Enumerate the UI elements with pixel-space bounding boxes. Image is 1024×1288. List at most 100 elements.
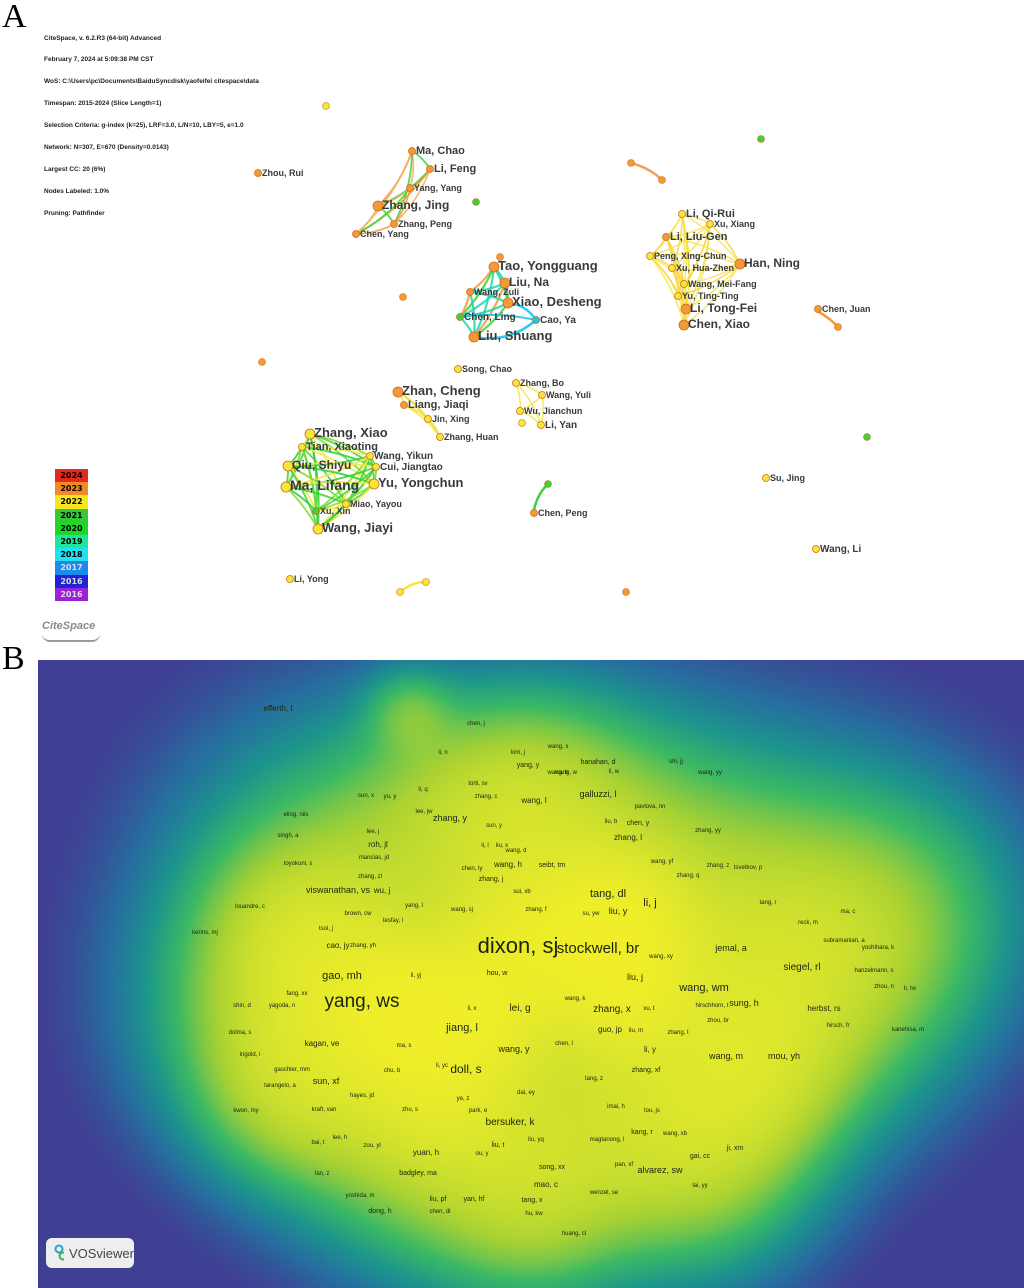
author-label: Song, Chao [462, 364, 512, 374]
author-node [456, 313, 464, 321]
author-density-label: wu, j [373, 886, 391, 895]
author-density-label: imai, h [607, 1104, 625, 1110]
author-density-label: guo, jp [598, 1025, 623, 1034]
author-label: Li, Feng [434, 163, 476, 175]
author-label: Zhan, Cheng [402, 383, 481, 398]
author-label: Xu, Xin [320, 506, 351, 516]
author-density-label: yagoda, n [269, 1003, 295, 1009]
legend-year-3: 2021 [55, 508, 88, 522]
author-density-label: dixon, sj [478, 933, 559, 958]
author-node [662, 233, 670, 241]
author-density-label: lee, jw [415, 809, 433, 815]
network-edge [287, 462, 377, 468]
author-density-label: wang, wm [678, 982, 729, 994]
author-density-label: fan, z [315, 1171, 330, 1177]
author-node [674, 292, 682, 300]
author-label: Yu, Ting-Ting [682, 291, 739, 301]
legend-year-9: 2016 [55, 587, 88, 601]
author-label: Cui, Jiangtao [380, 462, 443, 473]
author-label: Wang, Zuli [474, 287, 519, 297]
network-edge [285, 481, 375, 488]
legend-year-5: 2019 [55, 534, 88, 549]
meta-line: Network: N=307, E=670 (Density=0.0143) [44, 144, 169, 152]
author-node [762, 474, 770, 482]
author-density-label: gao, mh [322, 970, 362, 982]
author-density-label: shin, d [233, 1003, 251, 1009]
author-node [518, 419, 526, 427]
author-density-label: gaschler, mm [274, 1067, 310, 1073]
author-density-label: li, x [468, 1006, 477, 1012]
meta-line: Pruning: Pathfinder [44, 209, 105, 217]
author-density-label: yoshida, m [345, 1193, 374, 1199]
meta-line: CiteSpace, v. 6.2.R3 (64-bit) Advanced [44, 34, 162, 42]
author-node [366, 452, 374, 460]
book-icon [42, 634, 100, 642]
author-node [258, 358, 266, 366]
author-node [400, 401, 408, 409]
author-density-label: wang, yy [697, 770, 722, 776]
author-node [396, 588, 404, 596]
author-density-label: hanahan, d [580, 759, 615, 766]
author-collaboration-network: Zhou, Rui Ma, Chao Li, Feng Yang, Yang Zhang… [254, 102, 871, 596]
author-density-label: chen, j [467, 721, 485, 727]
author-density-label: lee, h [333, 1135, 348, 1141]
author-density-label: liu, x [496, 843, 508, 849]
author-density-label: liu, m [629, 1028, 643, 1034]
author-density-label: zhang, f [525, 907, 547, 913]
author-density-label: sui, xb [513, 889, 531, 895]
author-node [312, 507, 320, 515]
author-node [863, 433, 871, 441]
author-density-label: galluzzi, l [579, 789, 616, 799]
author-density-label: zhu, s [402, 1107, 418, 1113]
author-density-label: zhang, l [614, 833, 642, 842]
author-density-label: li, tw [904, 986, 917, 992]
author-density-label: seibt, tm [539, 862, 566, 869]
author-label: Wu, Jianchun [524, 406, 582, 416]
author-density-label: zhang, x [593, 1004, 631, 1015]
author-density-label: wang, m [708, 1051, 743, 1061]
author-density-label: yoshihara, k [862, 945, 895, 951]
author-density-label: chu, b [384, 1068, 401, 1074]
legend-year-8: 2016 [55, 574, 88, 588]
network-edge [677, 263, 741, 297]
author-label: Chen, Yang [360, 229, 409, 239]
author-label: Wang, Mei-Fang [688, 279, 757, 289]
author-density-label: chen, l [555, 1041, 573, 1047]
author-label: Yu, Yongchun [378, 475, 464, 490]
author-density-label: jiang, l [445, 1022, 478, 1034]
author-density-label: eling, nils [283, 812, 308, 818]
meta-line: Largest CC: 20 (6%) [44, 165, 106, 173]
author-node [312, 523, 324, 535]
author-density-label: liu, y [609, 906, 628, 916]
author-density-label: zhang, q [676, 873, 699, 879]
author-node [399, 293, 407, 301]
author-density-label: li, n [438, 750, 447, 756]
author-density-label: zhang, yh [350, 943, 376, 949]
author-density-label: yang, ws [325, 991, 400, 1012]
network-edge [315, 483, 375, 512]
author-density-label: park, e [469, 1108, 488, 1114]
network-edge [515, 382, 542, 426]
author-density-label: jemal, a [714, 943, 747, 953]
author-label: Chen, Peng [538, 508, 588, 518]
vosviewer-logo-text: VOSviewer [68, 1245, 134, 1261]
author-density-label: wang, x [547, 744, 569, 750]
author-density-label: kim, j [511, 750, 525, 756]
author-node [372, 200, 384, 212]
author-label: Zhou, Rui [262, 168, 304, 178]
author-node [408, 147, 416, 155]
author-density-label: magtanong, l [590, 1137, 625, 1143]
network-edge [301, 446, 347, 505]
author-node [406, 184, 414, 192]
author-label: Liang, Jiaqi [408, 399, 469, 411]
author-density-label: zhang, z [707, 863, 730, 869]
author-label: Li, Yong [294, 574, 329, 584]
author-density-label: hanzelmann, s [854, 968, 893, 974]
author-node [678, 319, 690, 331]
author-density-label: tang, dl [590, 888, 626, 900]
author-density-label: wang, k [564, 996, 587, 1002]
legend-year-4: 2020 [55, 521, 88, 535]
density-labels: efferth, t chen, j li, n kim, j wang, x yang,… [192, 704, 924, 1237]
author-label: Zhang, Xiao [314, 425, 388, 440]
author-density-label: hirsch, fr [826, 1023, 849, 1029]
